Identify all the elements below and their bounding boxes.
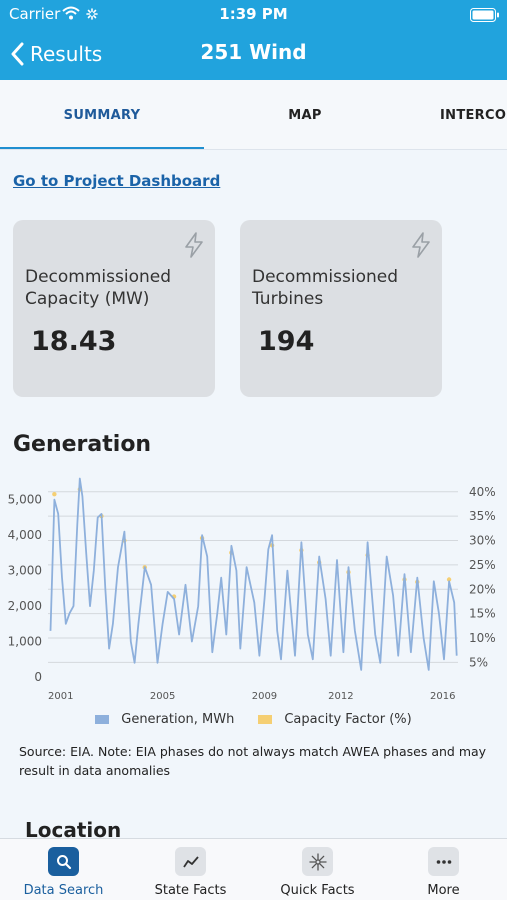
bottom-tab-more[interactable]: More [380,839,507,900]
x-tick-label: 2001 [48,691,73,702]
y-left-tick-label: 0 [34,670,42,684]
activity-spinner-icon [86,8,98,20]
wifi-icon [62,6,80,20]
legend-label: Capacity Factor (%) [284,712,412,727]
y-left-tick-label: 3,000 [8,564,42,578]
snowflake-icon [302,847,333,876]
y-right-tick-label: 25% [469,558,496,572]
x-tick-label: 2016 [430,691,455,702]
search-icon [48,847,79,876]
card-label: Decommissioned Capacity (MW) [25,267,172,309]
legend-item-generation: Generation, MWh [95,712,234,727]
tab-map[interactable]: MAP [288,107,322,123]
y-left-tick-label: 4,000 [8,528,42,542]
card-value: 18.43 [31,326,117,357]
y-right-tick-label: 40% [469,485,496,499]
y-right-tick-label: 10% [469,631,496,645]
more-icon [428,847,459,876]
project-dashboard-link[interactable]: Go to Project Dashboard [13,172,221,190]
capacity-factor-point [52,491,57,497]
tab-bar: SUMMARY MAP INTERCON [0,80,507,150]
generation-chart: 5% 10% 15% 20% 25% 30% 35% 40% 0 1,000 2,000 3,000 4… [8,477,496,702]
bottom-tab-label: State Facts [154,883,227,898]
carrier-label: Carrier [9,5,61,23]
legend-swatch-generation [95,715,110,724]
legend-label: Generation, MWh [121,712,235,727]
y-right-tick-label: 30% [469,534,496,548]
capacity-factor-point [446,577,452,582]
bottom-tab-state-facts[interactable]: State Facts [127,839,254,900]
back-button[interactable]: Results [10,38,102,70]
trend-icon [175,847,206,876]
x-tick-label: 2005 [150,691,175,702]
status-time: 1:39 PM [219,5,288,23]
tab-summary[interactable]: SUMMARY [63,107,141,123]
legend-item-capacity-factor: Capacity Factor (%) [258,712,412,727]
y-right-tick-label: 20% [469,582,496,596]
source-note: Source: EIA. Note: EIA phases do not alw… [19,744,487,778]
bottom-tab-bar: Data Search State Facts Quick Facts More [0,838,507,900]
battery-icon [470,8,499,22]
x-tick-label: 2012 [328,691,353,702]
generation-series-line [49,477,458,671]
tab-interconnection[interactable]: INTERCON [440,107,507,123]
x-tick-label: 2009 [252,691,277,702]
y-left-tick-label: 5,000 [8,493,42,507]
bottom-tab-quick-facts[interactable]: Quick Facts [254,839,381,900]
chart-legend: Generation, MWh Capacity Factor (%) [0,712,507,727]
lightning-bolt-icon [412,232,430,258]
y-right-tick-label: 5% [469,655,488,669]
chevron-left-icon [11,42,24,66]
status-bar: Carrier 1:39 PM [0,0,507,30]
page-title: 251 Wind [200,40,307,64]
legend-swatch-capacity-factor [258,715,273,724]
back-label: Results [30,42,103,66]
decommissioned-capacity-card: Decommissioned Capacity (MW) 18.43 [13,220,215,397]
bottom-tab-label: More [427,883,460,898]
y-right-tick-label: 15% [469,607,496,621]
y-left-tick-label: 1,000 [8,635,42,649]
bottom-tab-label: Data Search [23,883,104,898]
tab-selected-indicator [0,147,204,149]
bottom-tab-label: Quick Facts [280,883,355,898]
generation-heading: Generation [13,432,152,457]
y-left-tick-label: 2,000 [8,599,42,613]
card-value: 194 [258,326,315,357]
y-right-tick-label: 35% [469,509,496,523]
lightning-bolt-icon [185,232,203,258]
card-label: Decommissioned Turbines [252,267,399,309]
decommissioned-turbines-card: Decommissioned Turbines 194 [240,220,442,397]
nav-bar: Results 251 Wind [0,30,507,80]
bottom-tab-data-search[interactable]: Data Search [0,839,127,900]
